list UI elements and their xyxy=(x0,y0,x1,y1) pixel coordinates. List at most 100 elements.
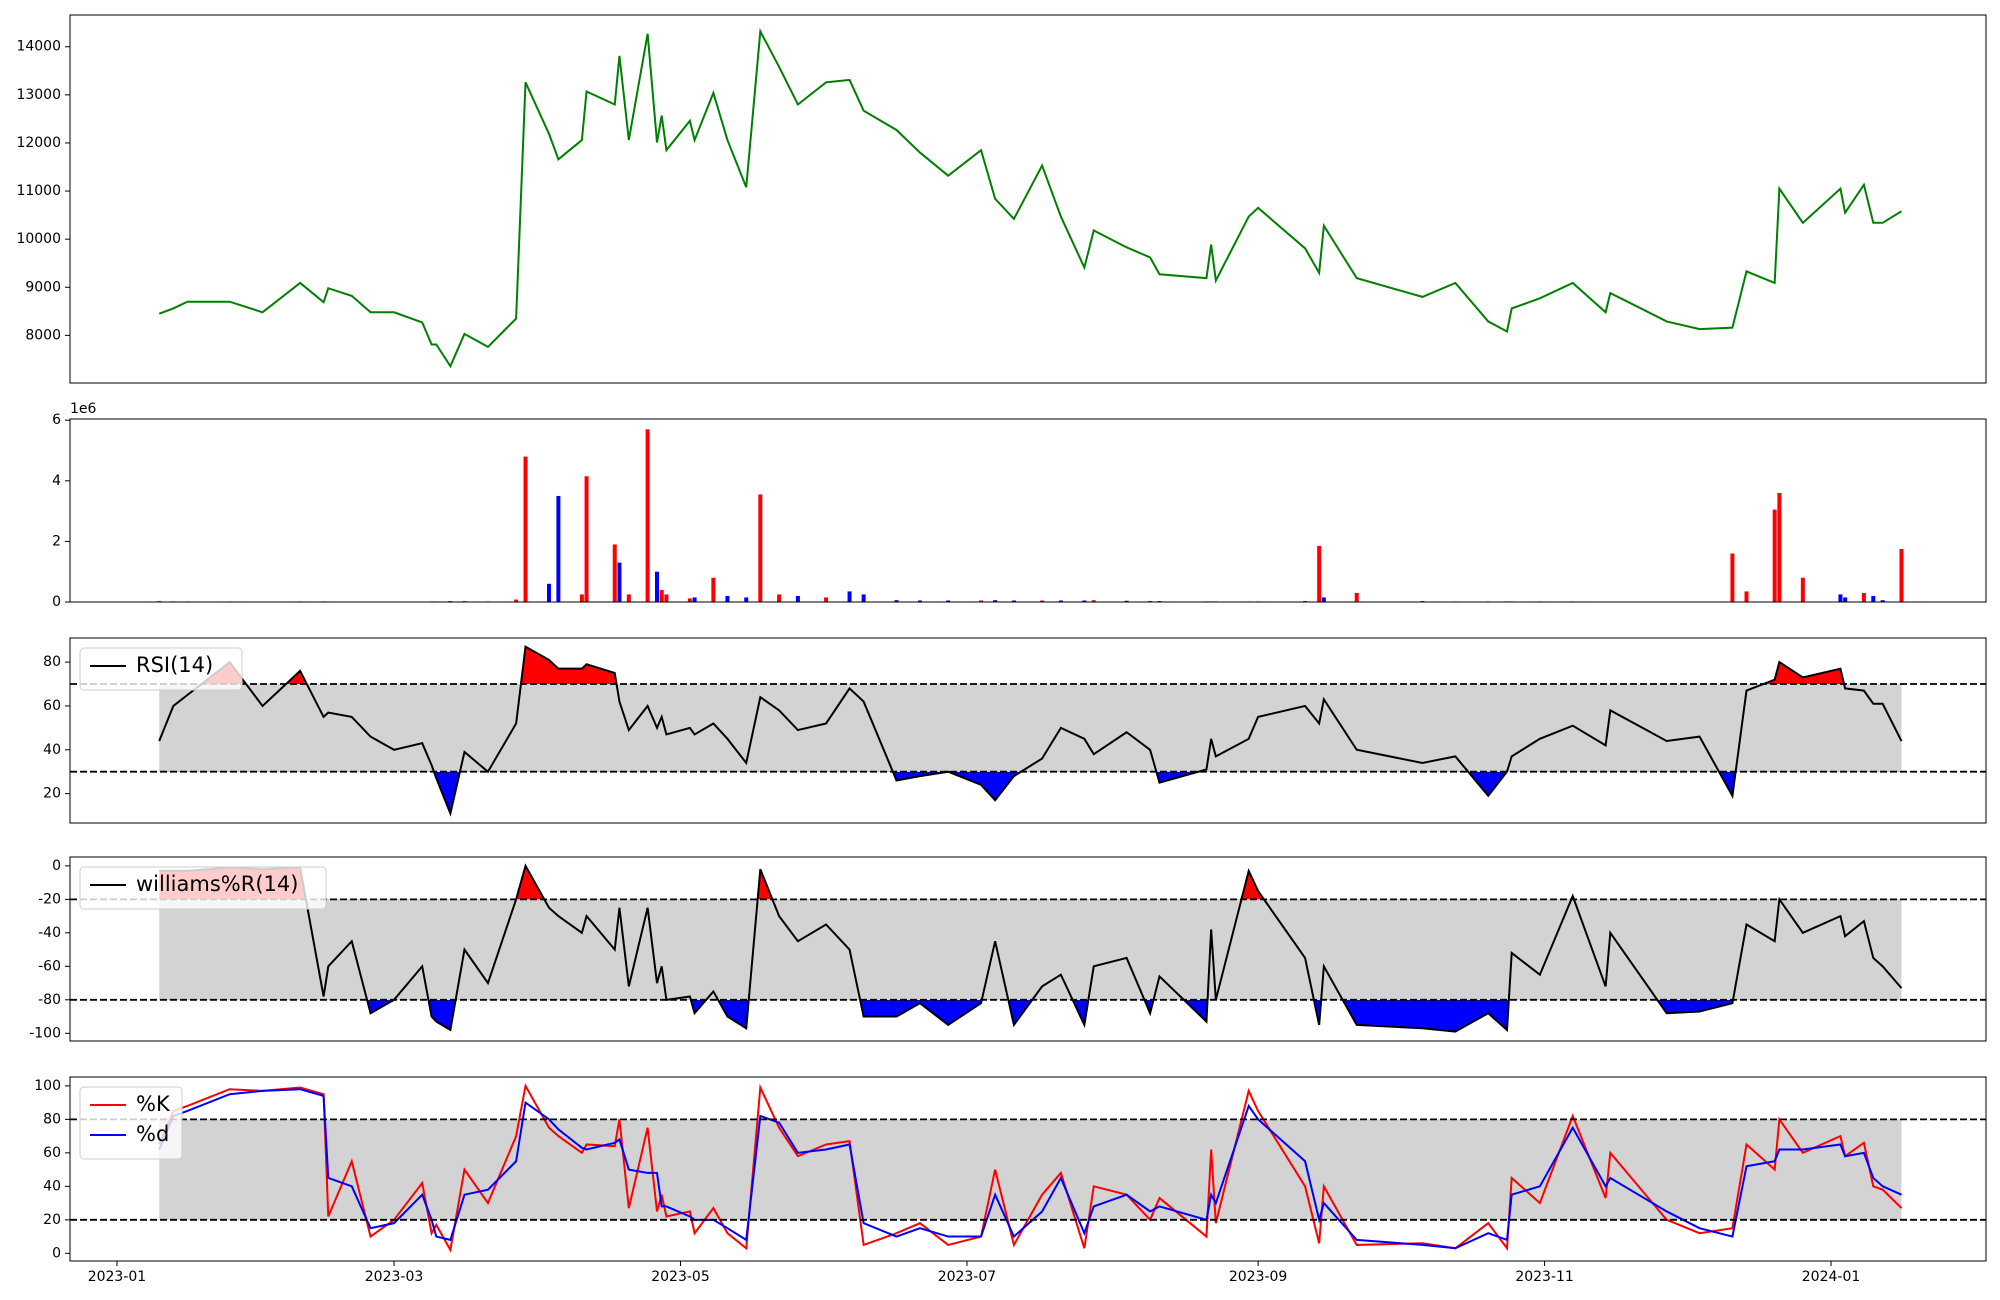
y-tick-label: 2 xyxy=(52,533,61,549)
legend-label: williams%R(14) xyxy=(136,872,298,896)
panel: 0 20 40 60 80 100 %K %d 2023-01 2023-03 2023-05 202… xyxy=(34,1076,1987,1285)
x-tick-label: 2023-09 xyxy=(1229,1269,1288,1285)
y-tick-label: -40 xyxy=(38,925,61,941)
axes-frame xyxy=(69,637,1987,824)
panel: 8000 9000 10000 11000 12000 13000 14000 xyxy=(16,14,1987,384)
volume-bar xyxy=(514,599,519,602)
volume-bar xyxy=(1800,577,1805,602)
y-tick-label: -80 xyxy=(38,992,61,1008)
volume-bar xyxy=(1861,592,1866,602)
volume-bar xyxy=(1321,597,1326,602)
volume-bar xyxy=(946,600,951,602)
y-tick-label: 100 xyxy=(34,1078,61,1094)
volume-bar xyxy=(744,597,749,602)
x-tick-label: 2023-01 xyxy=(88,1269,147,1285)
y-tick-label: 13000 xyxy=(16,87,61,103)
above-fill xyxy=(201,646,1845,685)
y-tick-label: 14000 xyxy=(16,39,61,55)
below-fill xyxy=(159,771,1902,814)
x-tick-label: 2023-11 xyxy=(1515,1269,1574,1285)
volume-bar xyxy=(758,494,763,602)
volume-bar xyxy=(659,589,664,602)
y-tick-label: 80 xyxy=(43,654,61,670)
y-tick-label: 0 xyxy=(52,1245,61,1261)
legend-label: %K xyxy=(136,1092,171,1116)
volume-bar xyxy=(1838,594,1843,602)
volume-bar xyxy=(626,594,631,602)
y-tick-label: 4 xyxy=(52,473,61,489)
legend: RSI(14) xyxy=(79,647,243,691)
volume-bar xyxy=(1058,600,1063,602)
y-tick-label: 60 xyxy=(43,1145,61,1161)
volume-bar xyxy=(1880,600,1885,602)
volume-bar xyxy=(584,476,589,602)
legend: williams%R(14) xyxy=(79,866,327,910)
volume-bar xyxy=(711,577,716,602)
level-band xyxy=(159,899,1902,1000)
volume-bar xyxy=(917,600,922,602)
legend: %K %d xyxy=(79,1086,183,1160)
below-fill xyxy=(367,999,1734,1032)
legend-box xyxy=(79,866,327,910)
volume-bar xyxy=(861,594,866,602)
volume-bar xyxy=(612,544,617,602)
level-band xyxy=(159,1119,1902,1220)
y-tick-label: 40 xyxy=(43,742,61,758)
volume-bar xyxy=(692,597,697,602)
volume-bar xyxy=(894,600,899,602)
volume-bar xyxy=(1899,548,1904,602)
volume-bar xyxy=(556,495,561,602)
volume-bar xyxy=(1777,492,1782,602)
volume-bar xyxy=(617,562,622,602)
volume-bar xyxy=(1011,600,1016,602)
legend-box xyxy=(79,647,243,691)
volume-bar xyxy=(523,456,528,602)
axes-frame xyxy=(69,14,1987,384)
y-tick-label: 12000 xyxy=(16,135,61,151)
x-tick-label: 2023-03 xyxy=(365,1269,424,1285)
volume-bar xyxy=(664,594,669,602)
volume-bar xyxy=(547,583,551,602)
volume-bar xyxy=(795,595,800,602)
volume-bar xyxy=(1354,592,1359,602)
volume-bar xyxy=(777,594,782,602)
legend-label: RSI(14) xyxy=(136,653,213,677)
volume-bar xyxy=(1730,553,1735,602)
y-tick-label: 11000 xyxy=(16,183,61,199)
volume-bar xyxy=(847,591,852,602)
y-tick-label: 9000 xyxy=(25,279,61,295)
volume-bar xyxy=(687,598,692,602)
series-line xyxy=(158,1088,1902,1250)
volume-bar xyxy=(1124,600,1129,602)
volume-bar xyxy=(655,571,660,602)
y-tick-label: 10000 xyxy=(16,231,61,247)
series-line xyxy=(159,863,1903,1033)
y-tick-label: 80 xyxy=(43,1111,61,1127)
volume-bar xyxy=(1744,591,1749,602)
volume-bar xyxy=(645,429,650,602)
series-line xyxy=(158,1082,1903,1253)
y-tick-label: -100 xyxy=(29,1025,61,1041)
axes-frame xyxy=(69,1076,1987,1262)
y-tick-label: 20 xyxy=(43,786,61,802)
level-band xyxy=(159,684,1902,772)
volume-bar xyxy=(1082,600,1087,602)
y-tick-label: 0 xyxy=(52,858,61,874)
y-tick-label: 60 xyxy=(43,698,61,714)
y-tick-label: 0 xyxy=(52,594,61,610)
x-tick-label: 2023-05 xyxy=(651,1269,710,1285)
volume-bar xyxy=(824,597,829,602)
volume-bar xyxy=(1317,545,1322,602)
volume-bar xyxy=(1091,600,1096,602)
y-tick-label: 8000 xyxy=(25,327,61,343)
y-tick-label: 40 xyxy=(43,1178,61,1194)
y-offset-label: 1e6 xyxy=(70,401,97,417)
volume-bar xyxy=(1871,595,1876,602)
axes-frame xyxy=(69,856,1987,1042)
volume-bar xyxy=(725,595,730,602)
x-tick-label: 2024-01 xyxy=(1802,1269,1861,1285)
y-tick-label: -20 xyxy=(38,891,61,907)
volume-bar xyxy=(579,594,584,602)
